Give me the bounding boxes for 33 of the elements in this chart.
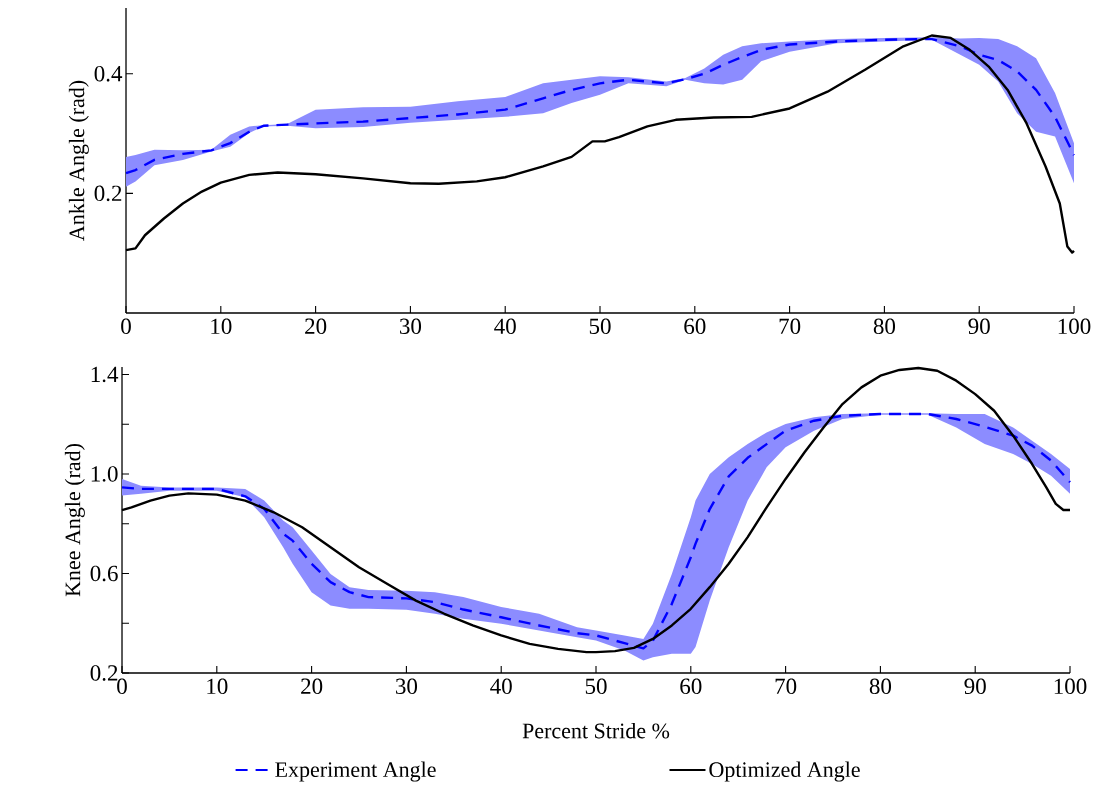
x-tick-label: 10 [211,318,232,335]
y-tick-label: 0.4 [94,65,123,82]
x-tick-label: 0 [121,318,131,335]
x-tick-label: 40 [494,318,516,335]
x-tick-label: 10 [207,678,228,695]
x-tick-label: 50 [589,318,611,335]
y-tick-label: 0.2 [90,665,118,681]
x-tick-label: 100 [1058,318,1091,335]
x-tick-label: 20 [301,678,323,695]
x-tick-label: 50 [585,678,607,695]
x-tick-label: 0 [117,678,127,695]
x-tick-label: 70 [775,678,797,695]
y-axis-title: Knee Angle (rad) [64,444,85,597]
x-tick-label: 80 [869,678,892,695]
x-tick-label: 40 [490,678,512,695]
y-tick-label: 1.4 [91,366,119,383]
y-tick-label: 0.2 [94,185,122,202]
x-tick-label: 90 [968,318,990,335]
legend-label: Experiment Angle [275,761,436,782]
y-axis-title: Ankle Angle (rad) [68,80,89,241]
x-tick-label: 80 [873,318,896,335]
x-tick-label: 30 [396,678,418,695]
y-tick-label: 1.0 [91,466,118,482]
x-tick-label: 90 [964,678,986,695]
x-axis-title: Percent Stride % [522,722,670,739]
x-tick-label: 100 [1054,678,1087,695]
x-tick-label: 60 [680,678,702,695]
x-tick-label: 70 [779,318,801,335]
x-tick-label: 30 [400,318,422,335]
legend-label: Optimized Angle [709,761,860,782]
y-tick-label: 0.6 [90,565,118,582]
x-tick-label: 60 [684,318,706,335]
x-tick-label: 20 [305,318,327,335]
